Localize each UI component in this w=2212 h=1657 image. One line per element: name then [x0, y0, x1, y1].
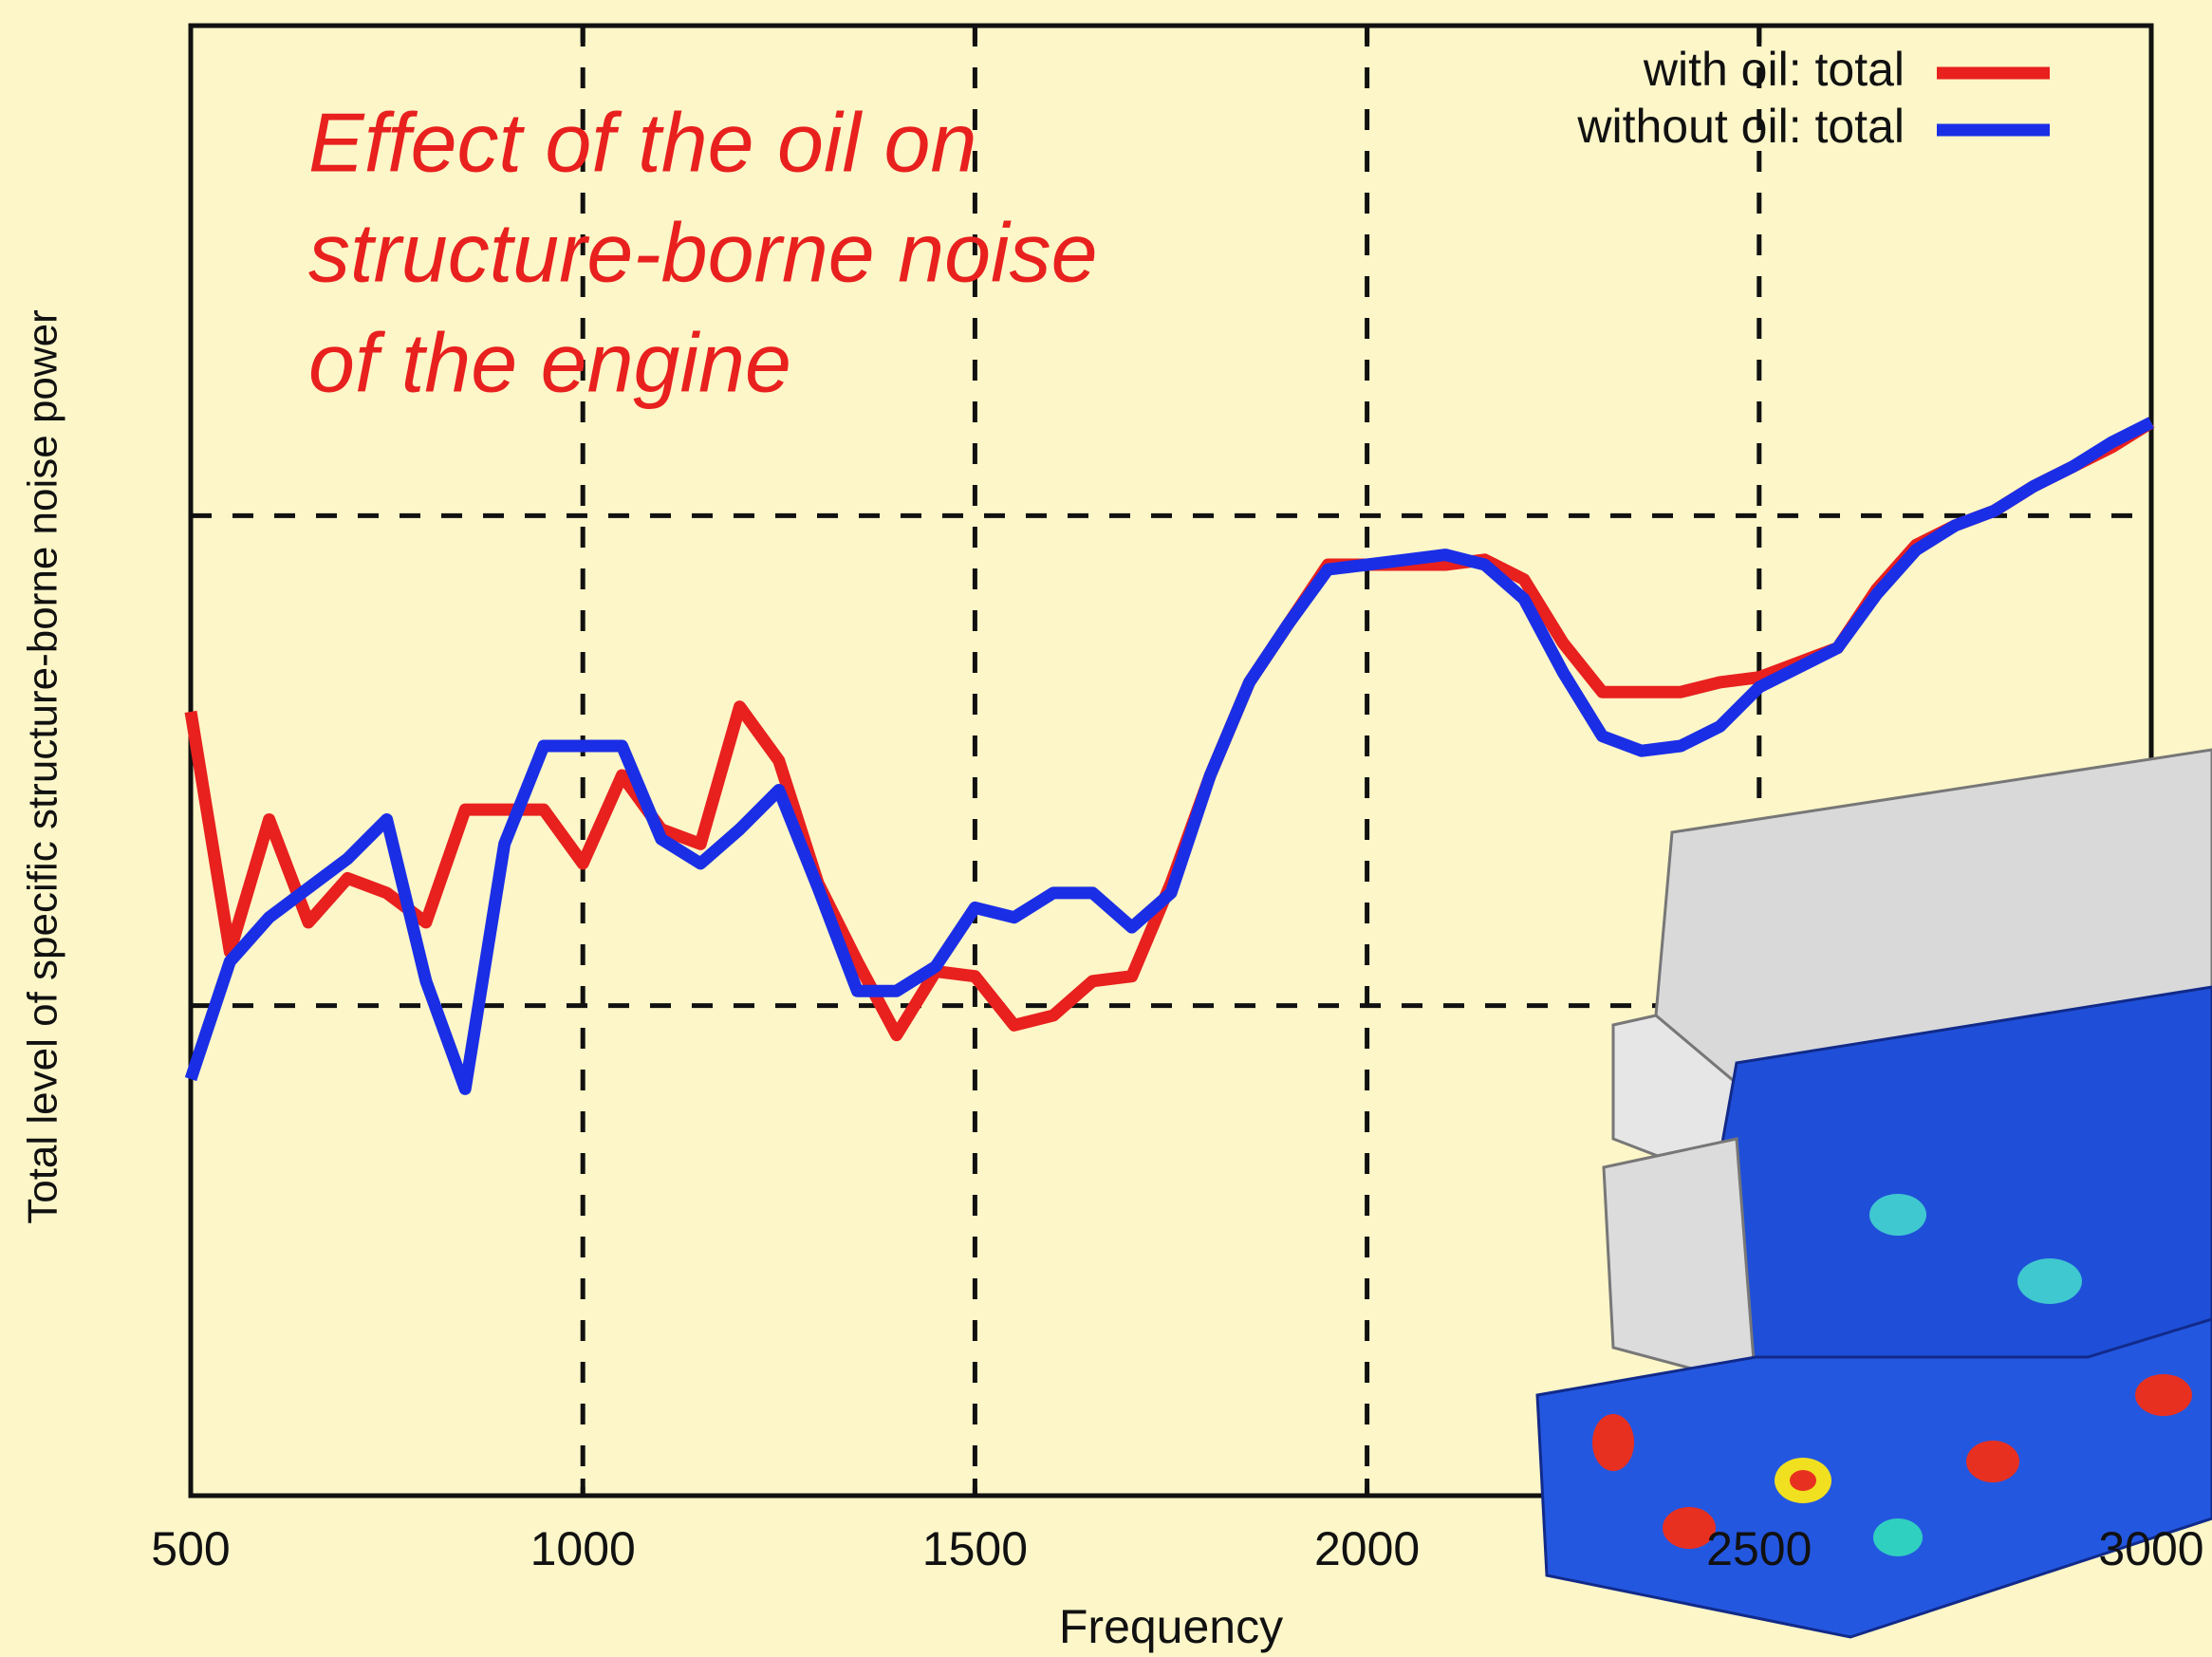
engine-front [1604, 1139, 1756, 1386]
hotspot [1869, 1194, 1926, 1236]
chart: 500 1000 1500 2000 2500 3000 with oil: totalwi… [0, 0, 2212, 1657]
x-tick-label: 3000 [2098, 1522, 2203, 1575]
hotspot [1966, 1441, 2019, 1482]
x-tick-label: 1000 [530, 1522, 636, 1575]
x-tick-label: 2500 [1706, 1522, 1812, 1575]
legend-label: without oil: total [1576, 100, 1905, 153]
annotation: structure-borne noise [308, 205, 1098, 299]
annotation: of the engine [308, 315, 791, 409]
x-tick-label: 1500 [922, 1522, 1028, 1575]
legend-label: with oil: total [1643, 43, 1905, 96]
x-axis-label: Frequency [1059, 1600, 1283, 1653]
hotspot [1790, 1470, 1816, 1491]
hotspot [2017, 1258, 2082, 1304]
annotation: Effect of the oil on [308, 95, 976, 189]
page: 500 1000 1500 2000 2500 3000 with oil: totalwi… [0, 0, 2212, 1657]
hotspot [1592, 1414, 1634, 1471]
x-tick-label: 500 [151, 1522, 230, 1575]
hotspot [2135, 1374, 2192, 1416]
y-axis-label: Total level of specific structure-borne … [20, 309, 66, 1224]
x-tick-label: 2000 [1314, 1522, 1420, 1575]
hotspot [1873, 1518, 1923, 1556]
